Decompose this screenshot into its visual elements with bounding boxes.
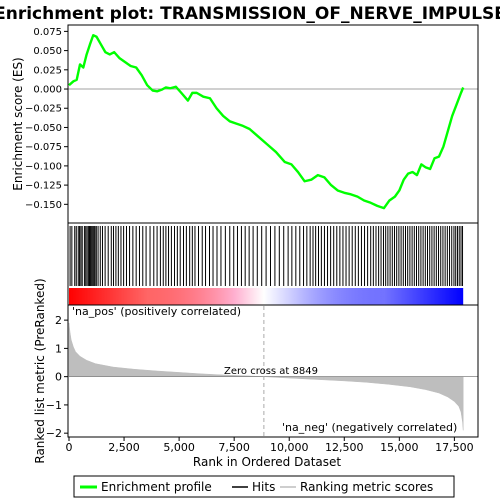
legend-box bbox=[73, 475, 455, 498]
es-y-tick-label: 0.025 bbox=[33, 65, 62, 76]
x-tick-label: 0 bbox=[66, 441, 73, 454]
ranked-axis-label: Ranked list metric (PreRanked) bbox=[33, 278, 47, 463]
ranked-y-ticks: 2 1 0 −1 −2 bbox=[46, 314, 68, 440]
legend-ranking-label: Ranking metric scores bbox=[300, 480, 433, 494]
x-tick-label: 10,000 bbox=[270, 441, 309, 454]
x-tick-label: 5,000 bbox=[163, 441, 195, 454]
neg-correlated-label: 'na_neg' (negatively correlated) bbox=[282, 421, 457, 434]
es-y-tick-label: 0.000 bbox=[33, 85, 62, 96]
x-axis-label: Rank in Ordered Dataset bbox=[193, 455, 341, 469]
hit-marks bbox=[69, 226, 464, 286]
x-tick-label: 15,000 bbox=[380, 441, 419, 454]
es-y-tick-label: −0.150 bbox=[25, 200, 62, 211]
legend-hits-label: Hits bbox=[252, 480, 275, 494]
es-axis-label: Enrichment score (ES) bbox=[11, 57, 25, 190]
x-tick-label: 17,500 bbox=[435, 441, 474, 454]
es-panel-frame bbox=[67, 24, 479, 224]
es-y-tick-label: −0.125 bbox=[25, 181, 62, 192]
ranked-y-tick-label: −1 bbox=[46, 399, 62, 412]
es-y-tick-label: −0.050 bbox=[25, 123, 62, 134]
es-y-tick-label: −0.100 bbox=[25, 161, 62, 172]
legend-enrichment-label: Enrichment profile bbox=[101, 480, 212, 494]
ranked-y-tick-label: 2 bbox=[55, 314, 62, 327]
ranked-y-tick-label: 0 bbox=[55, 371, 62, 384]
es-y-tick-label: −0.075 bbox=[25, 142, 62, 153]
es-y-ticks: 0.075 0.050 0.025 0.000 −0.025 −0.050 −0.075 −0… bbox=[25, 27, 68, 211]
es-y-tick-label: 0.075 bbox=[33, 27, 62, 38]
ranked-y-tick-label: 1 bbox=[55, 342, 62, 355]
ranked-panel-frame bbox=[67, 304, 479, 438]
x-tick-label: 2,500 bbox=[108, 441, 140, 454]
es-y-tick-label: 0.050 bbox=[33, 46, 62, 57]
x-tick-label: 12,500 bbox=[325, 441, 364, 454]
correlation-color-band bbox=[69, 288, 464, 305]
pos-correlated-label: 'na_pos' (positively correlated) bbox=[72, 305, 241, 318]
ranked-y-tick-label: −2 bbox=[46, 427, 62, 440]
chart-title: Enrichment plot: TRANSMISSION_OF_NERVE_I… bbox=[0, 4, 500, 24]
enrichment-profile-line bbox=[68, 34, 465, 210]
zero-cross-label: Zero cross at 8849 bbox=[224, 366, 318, 377]
x-tick-label: 7,500 bbox=[218, 441, 250, 454]
es-y-tick-label: −0.025 bbox=[25, 104, 62, 115]
x-ticks: 0 2,500 5,000 7,500 10,000 12,500 15,000 17,500 bbox=[66, 437, 474, 454]
